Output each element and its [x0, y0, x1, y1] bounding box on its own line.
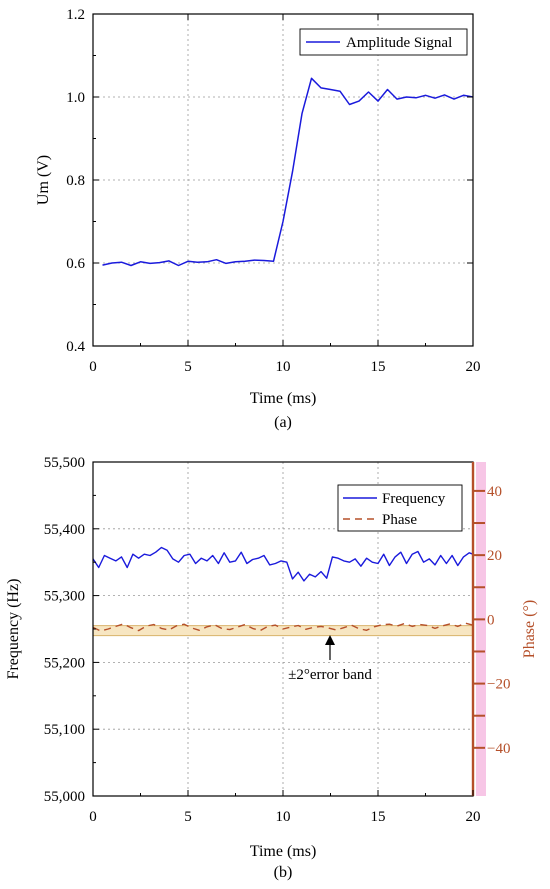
a-legend: Amplitude Signal — [299, 28, 468, 56]
b-band-arrow-head — [325, 635, 335, 645]
b-y-right-tick-label: −20 — [487, 677, 510, 693]
a-y-tick-label: 1.2 — [66, 7, 85, 23]
b-legend-label-phase: Phase — [382, 512, 417, 528]
b-error-band-fill — [93, 625, 473, 636]
b-x-axis-label: Time (ms) — [250, 843, 317, 860]
a-ticks: 0 5 10 15 20 0.4 0.6 0.8 1.0 1.2 — [66, 7, 480, 375]
a-x-axis-label: Time (ms) — [250, 390, 317, 407]
panel-b: 0 5 10 15 20 55,000 55,100 55,200 55,300 55,400 55… — [5, 455, 538, 881]
b-y-axis-label: Frequency (Hz) — [5, 579, 22, 680]
b-panel-label: (b) — [274, 864, 293, 881]
b-x-tick-label: 15 — [371, 809, 386, 825]
b-x-tick-label: 5 — [184, 809, 192, 825]
b-y-tick-label: 55,400 — [44, 522, 85, 538]
b-y-right-tick-label: 40 — [487, 484, 502, 500]
b-x-tick-label: 20 — [466, 809, 481, 825]
b-y-tick-label: 55,000 — [44, 789, 85, 805]
a-y-axis-label: Um (V) — [35, 155, 52, 205]
b-legend-box — [337, 484, 463, 532]
a-panel-label: (a) — [274, 414, 292, 431]
b-y-right-tick-label: −40 — [487, 741, 510, 757]
a-x-tick-label: 0 — [89, 359, 97, 375]
a-series-line-amplitude — [102, 77, 474, 267]
a-series-group — [102, 77, 474, 267]
b-y-tick-label: 55,300 — [44, 589, 85, 605]
b-series-group — [92, 546, 474, 632]
panel-a: 0 5 10 15 20 0.4 0.6 0.8 1.0 1.2 Amplitude Signal… — [35, 7, 481, 431]
a-x-tick-label: 20 — [466, 359, 481, 375]
a-y-tick-label: 0.4 — [66, 339, 85, 355]
b-band-annotation: ±2°error band — [288, 635, 372, 683]
b-y-tick-label: 55,200 — [44, 655, 85, 671]
b-phase-axis-highlight — [476, 462, 486, 796]
a-y-tick-label: 0.6 — [66, 256, 85, 272]
b-series-line-frequency — [92, 546, 474, 582]
b-y-right-axis-label: Phase (°) — [521, 600, 538, 658]
b-series-line-phase — [92, 622, 474, 632]
a-legend-label-amplitude: Amplitude Signal — [346, 35, 452, 51]
a-x-tick-label: 10 — [276, 359, 291, 375]
b-legend-label-frequency: Frequency — [382, 491, 446, 507]
a-x-tick-label: 5 — [184, 359, 192, 375]
a-gridlines — [93, 14, 473, 346]
b-ticks: 0 5 10 15 20 55,000 55,100 55,200 55,300 55,400 55… — [44, 455, 511, 825]
b-error-band — [93, 625, 473, 637]
b-x-tick-label: 10 — [276, 809, 291, 825]
b-legend: Frequency Phase — [337, 484, 463, 532]
b-y-tick-label: 55,500 — [44, 455, 85, 471]
b-y-right-tick-label: 20 — [487, 548, 502, 564]
a-y-tick-label: 0.8 — [66, 173, 85, 189]
b-band-annotation-label: ±2°error band — [288, 667, 372, 683]
b-x-tick-label: 0 — [89, 809, 97, 825]
b-y-right-tick-label: 0 — [487, 612, 495, 628]
b-y-tick-label: 55,100 — [44, 722, 85, 738]
a-y-tick-label: 1.0 — [66, 90, 85, 106]
a-x-tick-label: 15 — [371, 359, 386, 375]
